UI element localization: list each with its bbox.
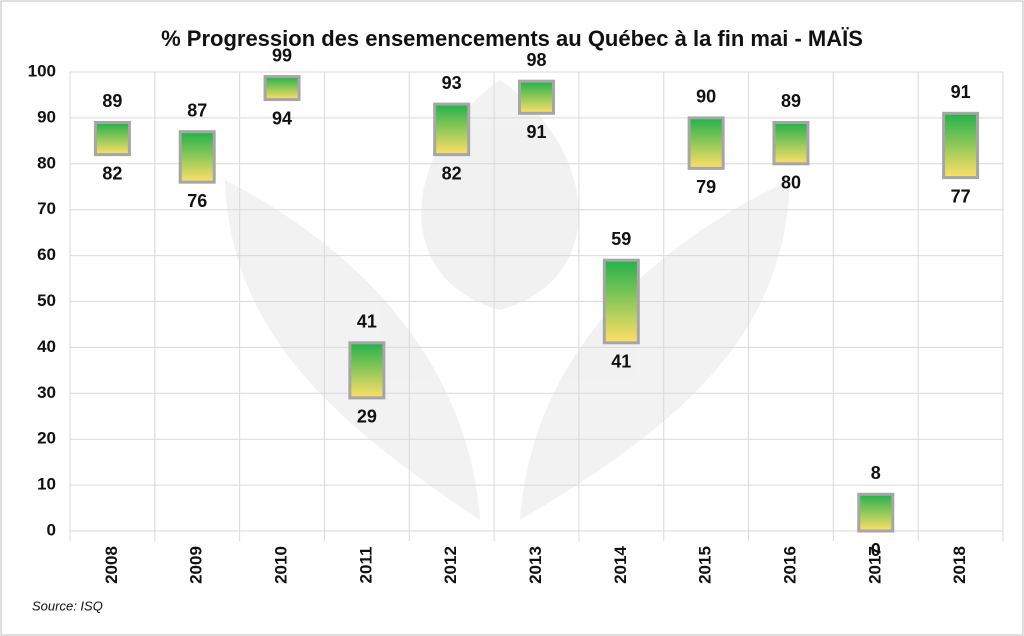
range-bar — [518, 79, 555, 115]
y-tick-label: 70 — [37, 199, 56, 218]
high-label: 8 — [871, 463, 881, 483]
low-label: 91 — [526, 122, 546, 142]
high-label: 90 — [696, 87, 716, 107]
low-label: 82 — [102, 163, 122, 183]
high-label: 98 — [526, 50, 546, 70]
low-label: 94 — [272, 108, 292, 128]
y-tick-label: 30 — [37, 383, 56, 402]
x-tick-label: 2008 — [102, 546, 121, 584]
y-tick-label: 50 — [37, 291, 56, 310]
range-bar — [857, 492, 895, 533]
high-label: 91 — [951, 82, 971, 102]
low-label: 76 — [187, 191, 207, 211]
x-tick-label: 2016 — [780, 546, 799, 584]
high-label: 99 — [272, 45, 292, 65]
high-label: 93 — [442, 73, 462, 93]
x-tick-label: 2013 — [526, 546, 545, 584]
y-tick-label: 80 — [37, 153, 56, 172]
x-tick-label: 2010 — [272, 546, 291, 584]
x-tick-label: 2017 — [865, 546, 884, 584]
high-label: 89 — [102, 91, 122, 111]
x-tick-label: 2014 — [611, 546, 630, 584]
low-label: 82 — [442, 163, 462, 183]
low-label: 80 — [781, 173, 801, 193]
range-bar — [602, 258, 640, 345]
range-bar — [93, 120, 131, 157]
high-label: 87 — [187, 100, 207, 120]
y-tick-label: 60 — [37, 245, 56, 264]
chart-title: % Progression des ensemencements au Québ… — [161, 26, 863, 51]
range-bar — [263, 75, 301, 102]
range-bar — [942, 111, 980, 180]
low-label: 29 — [357, 407, 377, 427]
low-label: 79 — [696, 177, 716, 197]
x-tick-label: 2009 — [187, 546, 206, 584]
y-tick-label: 100 — [28, 61, 56, 80]
y-tick-label: 40 — [37, 337, 56, 356]
high-label: 41 — [357, 312, 377, 332]
range-bar — [687, 116, 725, 170]
x-tick-label: 2018 — [950, 546, 969, 584]
range-bar — [772, 120, 810, 166]
x-tick-label: 2012 — [441, 546, 460, 584]
y-tick-label: 0 — [47, 520, 56, 539]
high-label: 89 — [781, 91, 801, 111]
range-bar — [178, 130, 216, 184]
low-label: 41 — [611, 352, 631, 372]
y-tick-label: 20 — [37, 429, 56, 448]
y-tick-label: 90 — [37, 107, 56, 126]
x-tick-label: 2011 — [356, 547, 375, 584]
x-tick-label: 2015 — [696, 546, 715, 584]
high-label: 59 — [611, 229, 631, 249]
low-label: 0 — [871, 540, 881, 560]
range-bar — [348, 341, 386, 400]
low-label: 77 — [951, 186, 971, 206]
y-tick-label: 10 — [37, 475, 56, 494]
range-bar — [433, 102, 471, 157]
source-note: Source: ISQ — [32, 598, 103, 613]
